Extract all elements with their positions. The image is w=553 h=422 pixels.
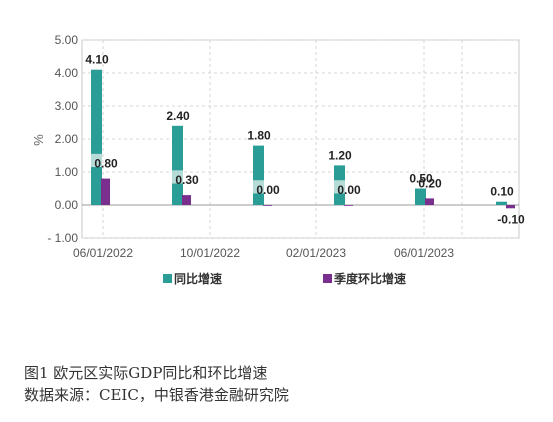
- figure-source: 数据来源：CEIC，中银香港金融研究院: [24, 386, 289, 404]
- bar-yoy: [415, 188, 426, 205]
- data-label-yoy: 4.10: [85, 53, 109, 67]
- data-label-qoq: 0.20: [418, 176, 442, 190]
- data-label-yoy: 1.80: [247, 129, 271, 143]
- y-tick-label: 5.00: [55, 33, 79, 47]
- data-label-qoq: 0.00: [337, 183, 361, 197]
- bar-qoq: [101, 178, 110, 205]
- legend-swatch-qoq: [323, 274, 332, 283]
- y-axis-title: %: [31, 134, 46, 146]
- gdp-growth-chart: 5.00 4.00 3.00 2.00 1.00 0.00 - 1.0006/01/2022…: [31, 33, 525, 286]
- bar-yoy: [253, 145, 264, 205]
- bar-yoy-highlight: [172, 170, 183, 184]
- data-label-yoy: 0.50: [409, 172, 433, 186]
- y-tick-label: 3.00: [55, 99, 79, 113]
- data-label-qoq: -0.10: [497, 212, 525, 226]
- data-label-qoq: 0.80: [94, 157, 118, 171]
- data-label-yoy: 2.40: [166, 109, 190, 123]
- x-tick-label: 06/01/2022: [73, 246, 133, 260]
- x-tick-label: 10/01/2022: [180, 246, 240, 260]
- x-tick-label: 02/01/2023: [286, 246, 346, 260]
- y-tick-label: 2.00: [55, 132, 79, 146]
- data-label-yoy: 1.20: [328, 148, 352, 162]
- x-tick-label: 06/01/2023: [394, 246, 454, 260]
- bar-qoq: [263, 205, 272, 206]
- bar-qoq: [425, 198, 434, 205]
- bar-yoy: [496, 201, 507, 205]
- bar-yoy: [91, 69, 102, 205]
- data-label-qoq: 0.30: [175, 173, 199, 187]
- bar-qoq: [506, 205, 515, 209]
- legend-swatch-yoy: [163, 274, 172, 283]
- data-label-qoq: 0.00: [256, 183, 280, 197]
- bar-qoq: [182, 195, 191, 205]
- y-tick-label: - 1.00: [47, 231, 78, 245]
- y-tick-label: 4.00: [55, 66, 79, 80]
- bar-qoq: [344, 205, 353, 206]
- data-label-yoy: 0.10: [490, 185, 514, 199]
- bar-yoy: [172, 125, 183, 205]
- bar-yoy-highlight: [334, 180, 345, 194]
- y-tick-label: 1.00: [55, 165, 79, 179]
- figure-caption: 图1 欧元区实际GDP同比和环比增速: [24, 364, 268, 382]
- y-tick-label: 0.00: [55, 198, 79, 212]
- bar-yoy-highlight: [253, 180, 264, 194]
- bar-yoy-highlight: [91, 153, 102, 168]
- legend-label-qoq: 季度环比增速: [333, 271, 406, 286]
- legend-label-yoy: 同比增速: [174, 271, 222, 286]
